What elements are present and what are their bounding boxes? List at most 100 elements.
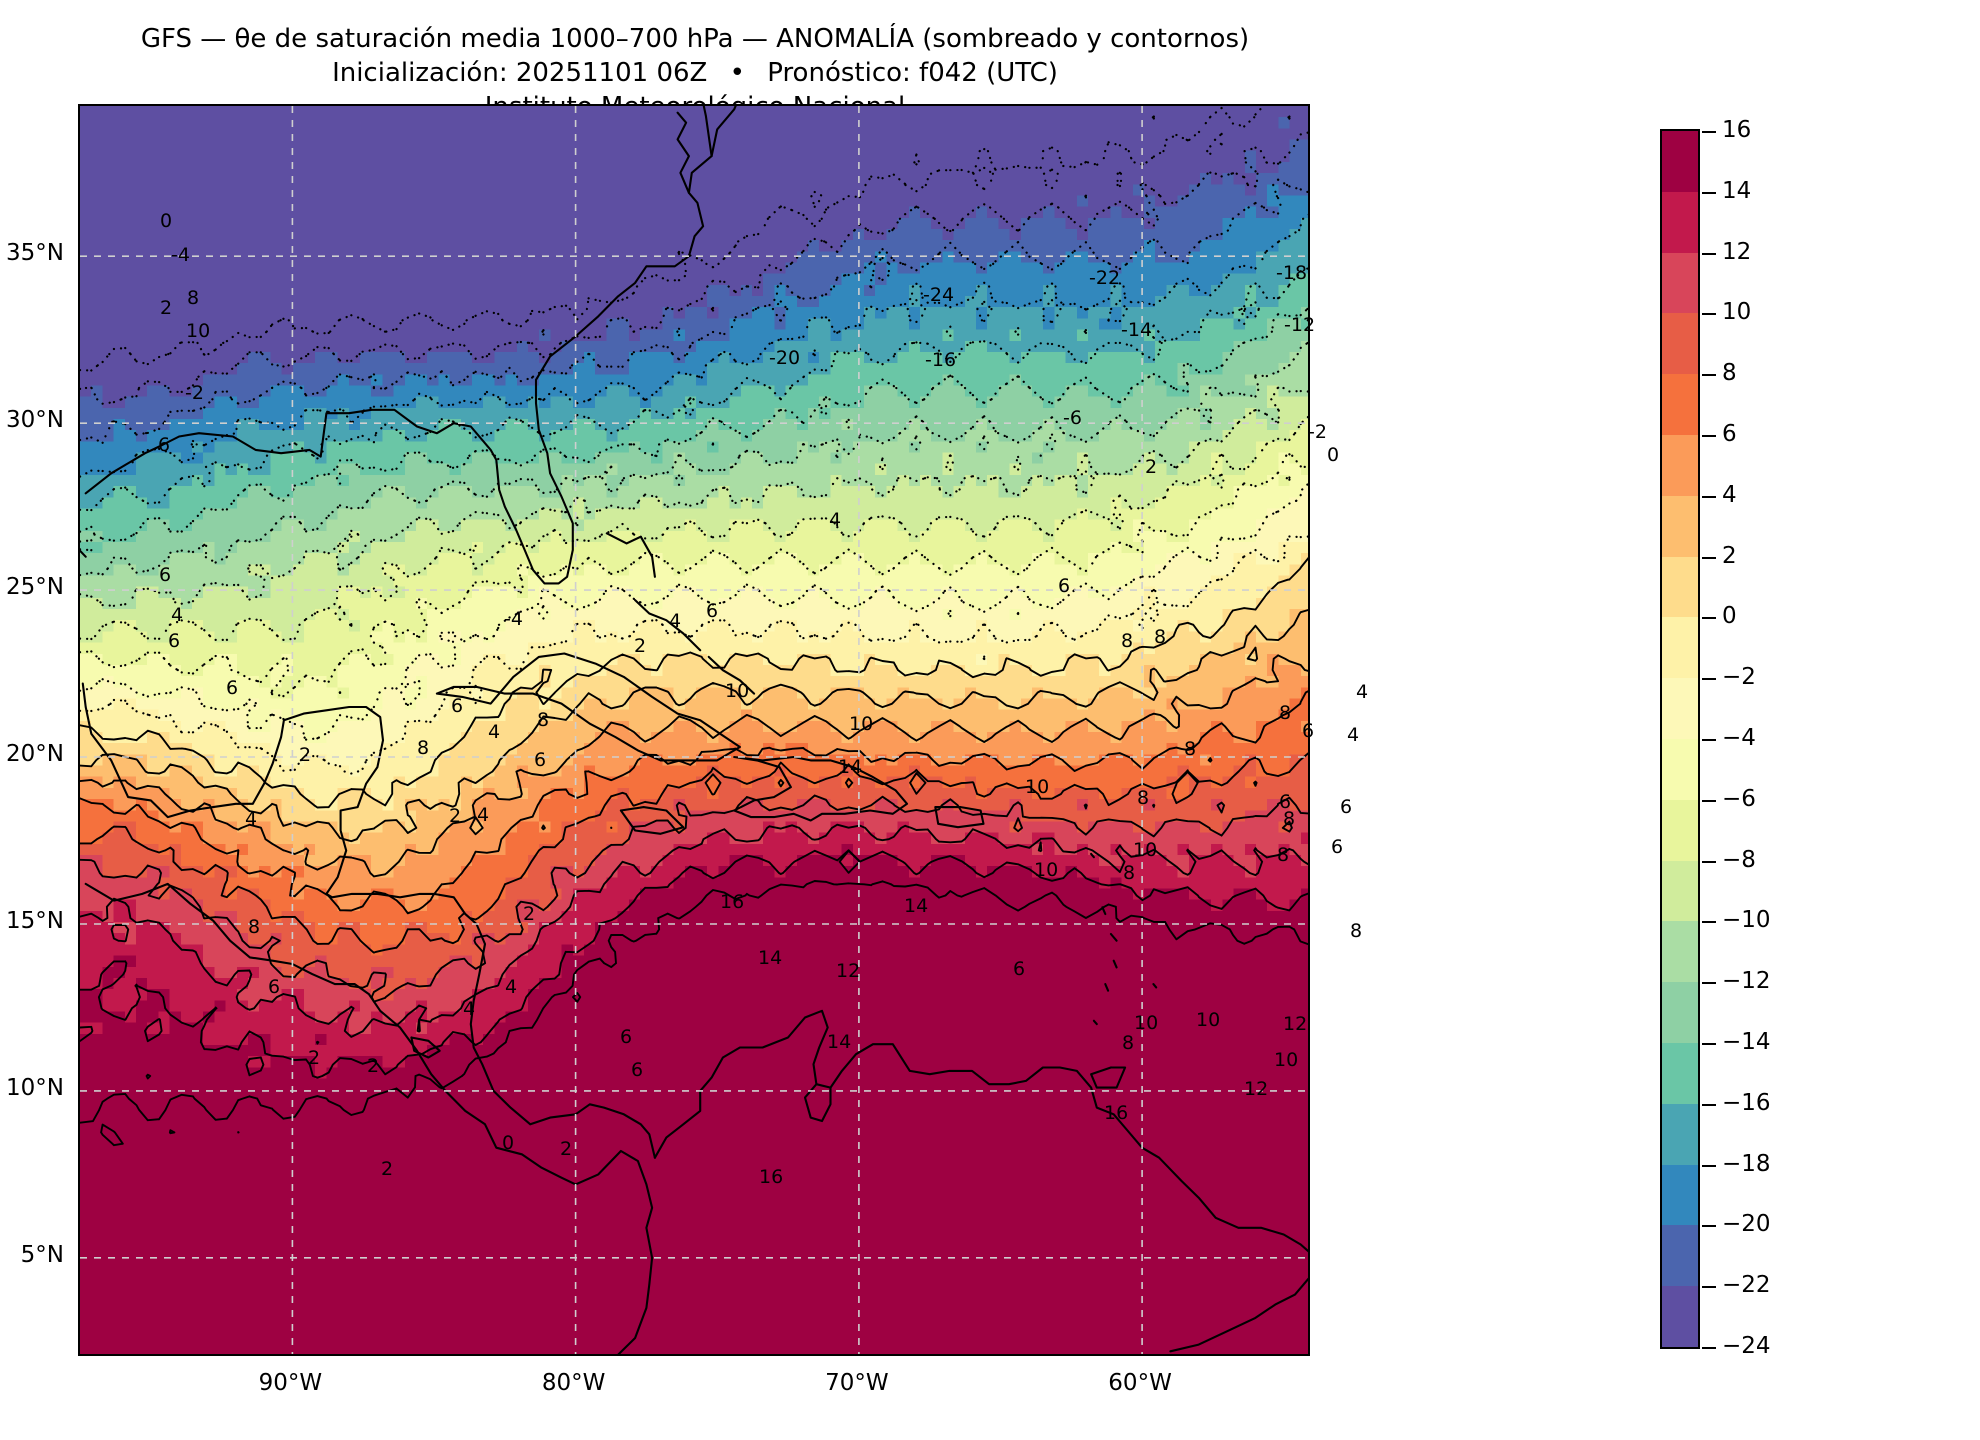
colorbar-tick-label: 16 [1722, 117, 1752, 143]
colorbar-segment [1662, 1225, 1698, 1287]
colorbar-tick-label: 12 [1722, 238, 1752, 265]
contour-label: 12 [1244, 1078, 1269, 1100]
latitude-tick-label: 10°N [6, 1074, 64, 1101]
colorbar-tick [1702, 617, 1716, 620]
longitude-tick-label: 60°W [1108, 1370, 1172, 1396]
map-plot-area[interactable] [78, 104, 1310, 1356]
contour-label: 10 [186, 320, 211, 342]
colorbar-tick-label: −2 [1722, 664, 1756, 691]
colorbar-tick-label: 2 [1722, 542, 1737, 569]
contour-label: 8 [537, 709, 550, 731]
longitude-tick-label: 70°W [825, 1370, 889, 1396]
colorbar-segment [1662, 131, 1698, 192]
contour-label: 4 [463, 998, 476, 1020]
colorbar-tick [1702, 191, 1716, 194]
contour-label: 10 [849, 713, 874, 735]
colorbar-tick [1702, 921, 1716, 924]
contour-label: 12 [1283, 1013, 1308, 1035]
contour-label: 4 [1356, 681, 1369, 703]
latitude-tick-label: 35°N [6, 240, 64, 267]
colorbar-tick [1702, 556, 1716, 559]
contour-label: -24 [923, 284, 955, 306]
contour-label: 16 [1104, 1102, 1129, 1124]
contour-label: 4 [669, 610, 682, 632]
contour-svg [80, 106, 1308, 1147]
contour-label: 8 [1277, 844, 1290, 866]
colorbar-tick-label: −6 [1722, 785, 1756, 812]
colorbar-segment [1662, 556, 1698, 618]
separator-dot: • [729, 58, 745, 88]
contour-label: 6 [168, 630, 181, 652]
contour-label: 6 [1013, 958, 1026, 980]
colorbar-tick-label: 4 [1722, 481, 1737, 508]
contour-label: 8 [187, 287, 200, 309]
latitude-tick-label: 25°N [6, 574, 64, 601]
contour-label: 10 [1196, 1009, 1221, 1031]
longitude-tick-label: 80°W [541, 1370, 606, 1396]
contour-label: 6 [226, 677, 239, 699]
contour-label: 2 [1145, 456, 1158, 478]
contour-label: 8 [1137, 787, 1150, 809]
contour-label: 4 [488, 721, 501, 743]
contour-label: 6 [1279, 791, 1292, 813]
colorbar-tick-label: −14 [1722, 1029, 1771, 1055]
contour-label: -18 [1276, 262, 1308, 284]
colorbar-tick-label: −16 [1722, 1089, 1771, 1116]
colorbar-tick-label: −18 [1722, 1150, 1771, 1177]
map-clip [80, 106, 1308, 1354]
colorbar-tick-label: 6 [1722, 421, 1737, 447]
contour-label: 4 [505, 976, 518, 998]
contour-label: 0 [1327, 444, 1340, 466]
chart-subtitle: Inicialización: 20251101 06Z • Pronóstic… [0, 56, 1390, 90]
colorbar-tick [1702, 131, 1716, 133]
contour-label: 6 [534, 749, 547, 771]
contour-label: 6 [620, 1026, 633, 1048]
colorbar-segment [1662, 1103, 1698, 1165]
colorbar-segment [1662, 313, 1698, 375]
colorbar[interactable] [1660, 129, 1700, 1349]
colorbar-segment [1662, 252, 1698, 314]
colorbar-segment [1662, 1286, 1698, 1347]
contour-label: 8 [1123, 862, 1136, 884]
colorbar-tick [1702, 739, 1716, 741]
latitude-tick-label: 30°N [6, 407, 64, 434]
contour-label: 4 [477, 804, 490, 826]
contour-label: -6 [1063, 407, 1082, 429]
colorbar-tick [1702, 1347, 1716, 1349]
colorbar-segment [1662, 921, 1698, 983]
contour-label: 6 [268, 976, 281, 998]
contour-label: 6 [158, 434, 171, 456]
colorbar-tick [1702, 252, 1716, 255]
contour-label: -2 [185, 382, 204, 404]
contour-label: 10 [725, 680, 750, 702]
contour-label: 10 [1025, 776, 1050, 798]
colorbar-tick [1702, 860, 1716, 863]
contour-label: 6 [451, 695, 464, 717]
colorbar-tick [1702, 1043, 1716, 1045]
contour-label: -2 [1308, 421, 1327, 443]
colorbar-segment [1662, 738, 1698, 800]
contour-label: 6 [159, 564, 172, 586]
colorbar-segment [1662, 374, 1698, 435]
contour-label: 8 [1350, 920, 1363, 942]
contour-label: 0 [502, 1132, 515, 1154]
gridline-layer [80, 106, 1308, 1354]
colorbar-segment [1662, 678, 1698, 739]
colorbar-tick-label: −4 [1722, 725, 1756, 751]
contour-label: 2 [449, 805, 462, 827]
colorbar-segment [1662, 982, 1698, 1043]
colorbar-tick-label: −8 [1722, 846, 1756, 873]
contour-label: 4 [1347, 724, 1360, 746]
colorbar-tick-label: 0 [1722, 603, 1737, 630]
contour-label: 10 [1133, 839, 1158, 861]
colorbar-tick [1702, 1103, 1716, 1106]
contour-label: 4 [245, 808, 258, 830]
contour-label: -20 [769, 347, 801, 369]
contour-label: -4 [504, 608, 523, 630]
contour-layer [80, 106, 1308, 1354]
colorbar-tick-label: −22 [1722, 1272, 1771, 1299]
contour-label: 6 [1058, 575, 1071, 597]
colorbar-tick [1702, 1225, 1716, 1228]
contour-label: -22 [1089, 267, 1121, 289]
colorbar-tick [1702, 374, 1716, 377]
